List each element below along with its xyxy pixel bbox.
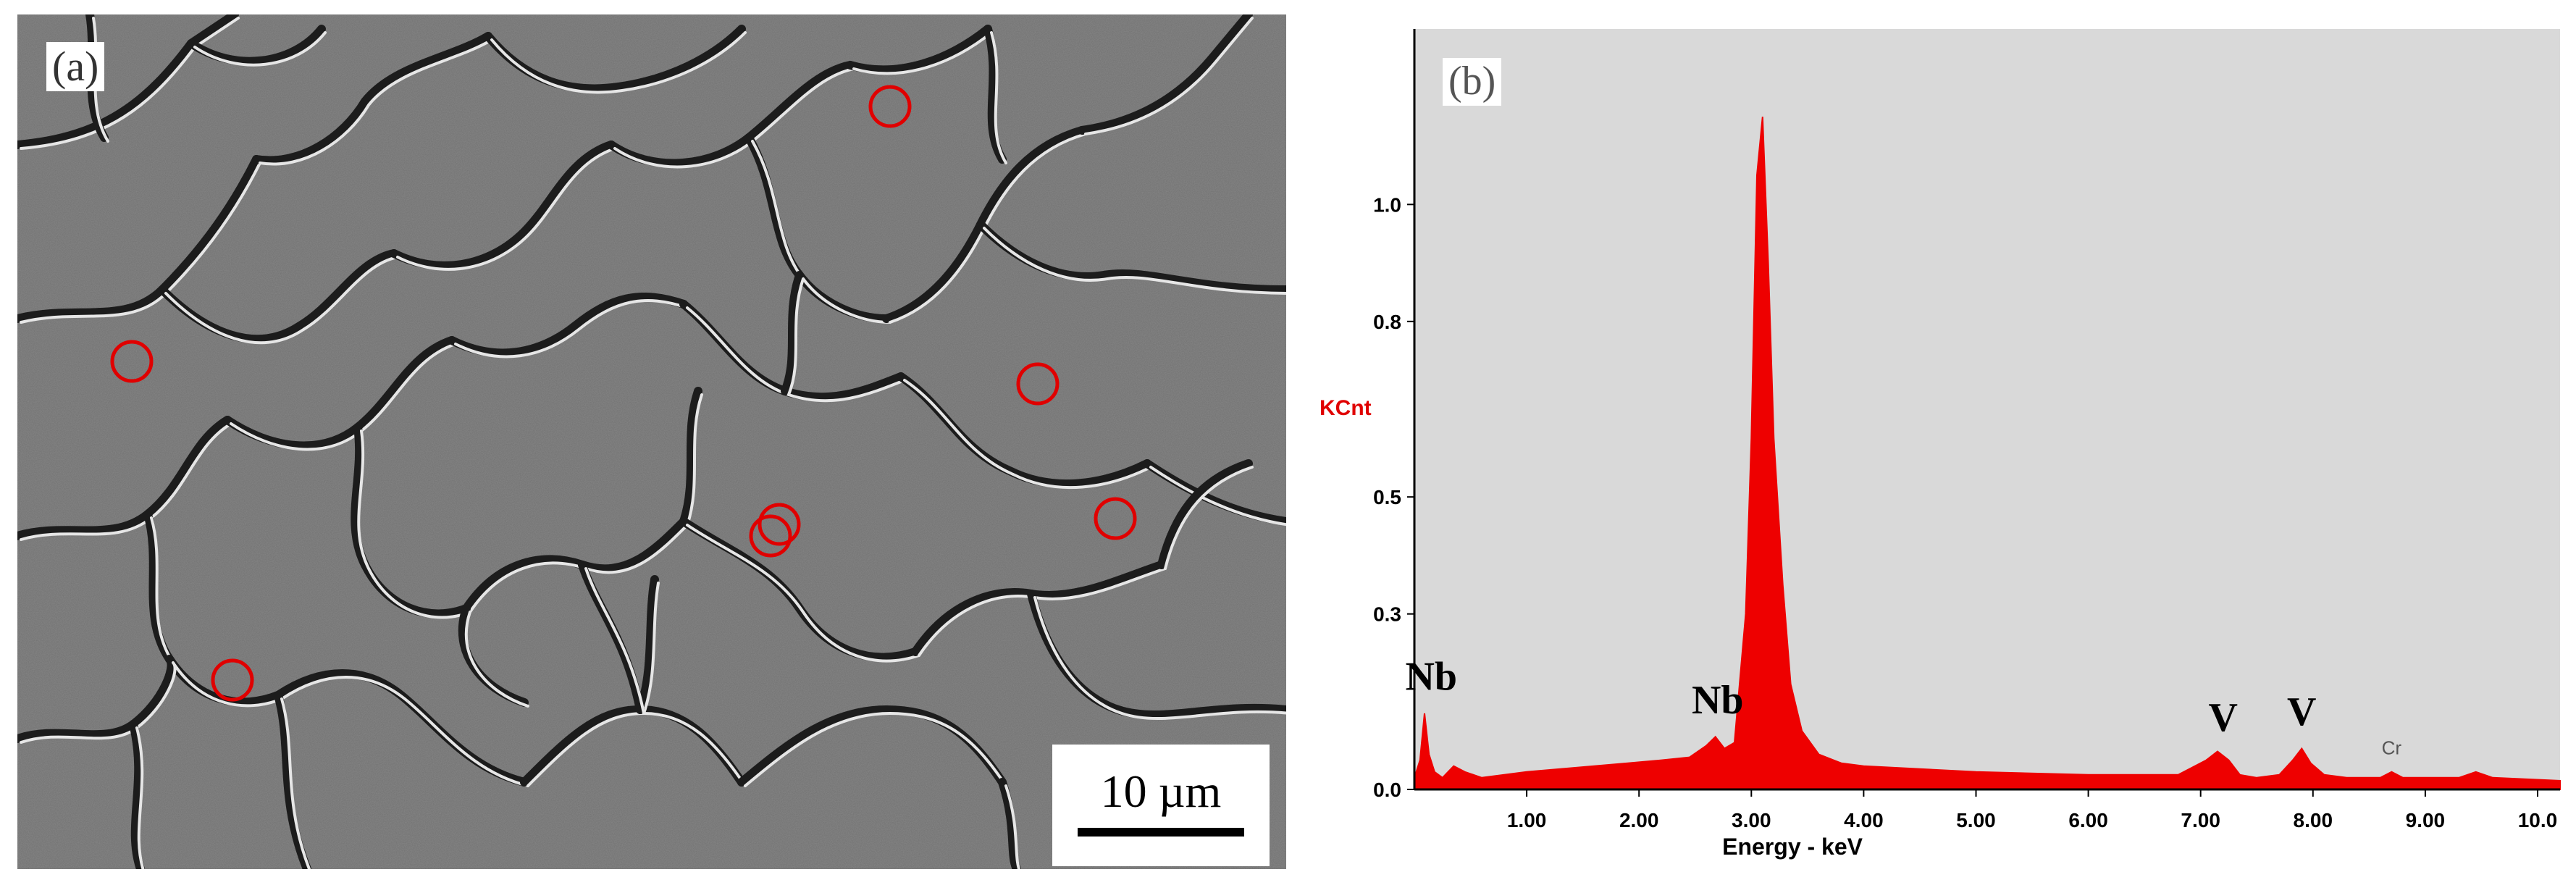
sem-micrograph: (a) 10 µm (17, 14, 1286, 869)
y-tick-label: 0.8 (1373, 311, 1401, 333)
precipitate-marker (1016, 362, 1060, 406)
x-tick-label: 1.00 (1507, 809, 1547, 831)
x-tick-label: 10.0 (2518, 809, 2558, 831)
precipitate-marker (749, 514, 792, 558)
x-tick-label: 5.00 (1956, 809, 1996, 831)
grain-structure-image (17, 14, 1286, 869)
spectrum-area (1414, 117, 2561, 790)
plot-background (1414, 29, 2560, 789)
precipitate-marker (868, 85, 912, 128)
x-tick-label: 9.00 (2406, 809, 2446, 831)
x-tick-label: 3.00 (1732, 809, 1771, 831)
y-tick-label: 1.0 (1373, 193, 1401, 216)
peak-label: V (2208, 695, 2237, 740)
precipitate-marker (110, 340, 154, 383)
x-tick-label: 4.00 (1844, 809, 1884, 831)
y-tick-label: 0.5 (1373, 486, 1401, 508)
scale-bar-box: 10 µm (1052, 745, 1270, 866)
precipitate-marker (211, 658, 254, 702)
panel-b-label: (b) (1443, 58, 1502, 106)
precipitate-marker (1094, 497, 1137, 540)
eds-spectrum-chart: 1.00 2.00 3.00 4.00 5.00 6.00 7.00 8.00 9.00 10.0… (1320, 29, 2561, 860)
x-tick-label: 7.00 (2181, 809, 2220, 831)
panel-a-label: (a) (46, 42, 105, 91)
precipitate-marker (758, 503, 801, 546)
scale-bar-text: 10 µm (1100, 766, 1222, 817)
y-tick-label: 0.0 (1373, 779, 1401, 801)
y-tick-label: 0.3 (1373, 603, 1401, 626)
scale-bar (1078, 828, 1244, 837)
eds-spectrum-panel: 1.00 2.00 3.00 4.00 5.00 6.00 7.00 8.00 9.00 10.0… (1304, 0, 2576, 889)
peak-label: Nb (1692, 678, 1744, 723)
x-axis-label: Energy - keV (1722, 834, 1863, 860)
y-axis-label: KCnt (1320, 396, 1372, 420)
x-tick-label: 6.00 (2068, 809, 2108, 831)
minor-peak-label: Cr (2382, 737, 2402, 759)
x-tick-label: 2.00 (1619, 809, 1659, 831)
peak-label: V (2287, 689, 2316, 734)
x-tick-label: 8.00 (2294, 809, 2333, 831)
peak-label: Nb (1405, 655, 1457, 700)
